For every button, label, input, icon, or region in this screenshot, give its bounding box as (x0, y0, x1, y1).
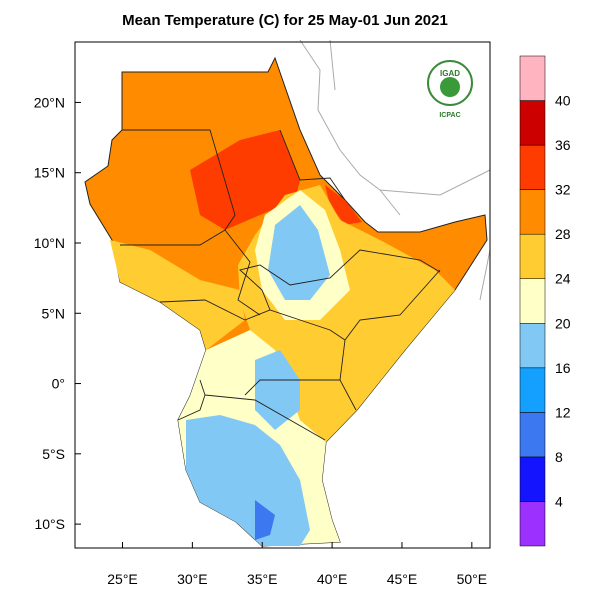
x-tick-label: 40°E (317, 571, 348, 587)
cool-area (268, 205, 330, 300)
y-tick-label: 10°S (34, 516, 65, 532)
colorbar-label: 8 (555, 449, 563, 465)
country-borders (120, 129, 441, 441)
colorbar-label: 24 (555, 271, 571, 287)
colorbar-bin (519, 323, 546, 369)
colorbar-label: 16 (555, 360, 571, 376)
x-tick-label: 35°E (247, 571, 278, 587)
y-tick-label: 10°N (34, 235, 65, 251)
logo-org: ICPAC (439, 112, 460, 119)
title: Mean Temperature (C) for 25 May-01 Jun 2… (122, 12, 448, 29)
colorbar-bin (519, 100, 546, 146)
colorbar-label: 20 (555, 315, 571, 331)
y-tick-label: 5°S (42, 446, 65, 462)
colorbar-bin (519, 278, 546, 324)
colorbar-label: 28 (555, 226, 571, 242)
logo: IGAD ICPAC (427, 60, 473, 119)
colorbar-bin (519, 144, 546, 190)
x-tick-label: 30°E (177, 571, 208, 587)
hot-area (325, 185, 362, 225)
x-tick-label: 25°E (107, 571, 138, 587)
colorbar-bin (519, 501, 546, 547)
cold-area (255, 500, 275, 540)
x-tick-label: 45°E (387, 571, 418, 587)
y-tick-label: 15°N (34, 165, 65, 181)
colorbar-label: 32 (555, 182, 571, 198)
colorbar-bin (519, 189, 546, 235)
colorbar-bin (519, 456, 546, 502)
colorbar-label: 4 (555, 493, 563, 509)
outside-borders (299, 39, 491, 301)
y-tick-label: 20°N (34, 94, 65, 110)
colorbar-bin (519, 367, 546, 413)
colorbar-label: 40 (555, 93, 571, 109)
warm-area (110, 240, 245, 350)
colorbar-bin (519, 55, 546, 101)
colorbar-bin (519, 233, 546, 279)
cool-area (255, 350, 300, 430)
colorbar-label: 36 (555, 137, 571, 153)
map-frame (74, 41, 491, 549)
y-tick-label: 0° (52, 376, 65, 392)
map (75, 39, 491, 548)
cool-area (186, 415, 310, 546)
logo-globe (440, 77, 460, 97)
logo-name: IGAD (440, 69, 460, 78)
x-tick-label: 50°E (457, 571, 488, 587)
colorbar-label: 12 (555, 404, 571, 420)
y-tick-label: 5°N (42, 305, 66, 321)
colorbar-bin (519, 412, 546, 458)
